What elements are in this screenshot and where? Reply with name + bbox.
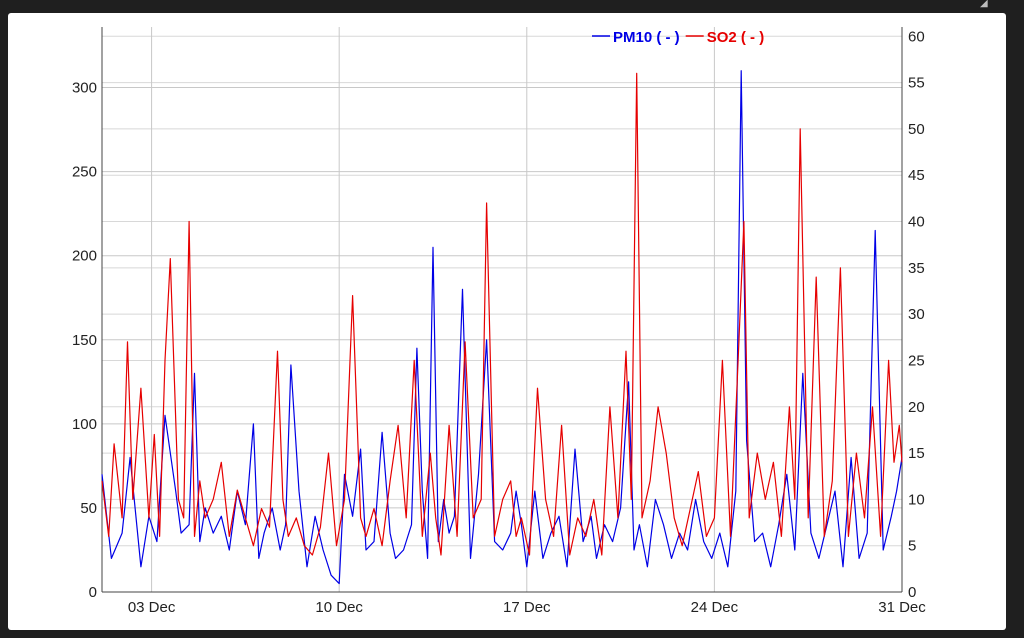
y-right-tick-label: 10 (908, 491, 925, 508)
y-right-tick-label: 50 (908, 121, 925, 138)
x-tick-label: 31 Dec (878, 599, 926, 616)
x-tick-label: 17 Dec (503, 599, 551, 616)
series-line-pm10 (101, 70, 903, 585)
legend-label: SO2 ( - ) (707, 29, 765, 46)
y-left-tick-label: 100 (72, 416, 97, 433)
y-left-tick-label: 300 (72, 80, 97, 97)
y-left-tick-label: 0 (89, 584, 97, 601)
y-right-tick-label: 45 (908, 167, 925, 184)
y-left-tick-label: 250 (72, 164, 97, 181)
y-right-tick-label: 15 (908, 445, 925, 462)
y-right-tick-label: 20 (908, 399, 925, 416)
y-right-tick-label: 60 (908, 28, 925, 45)
y-right-tick-label: 0 (908, 584, 916, 601)
y-right-tick-label: 55 (908, 75, 925, 92)
x-tick-label: 24 Dec (691, 599, 739, 616)
y-left-tick-label: 150 (72, 332, 97, 349)
x-tick-label: 10 Dec (315, 599, 363, 616)
axes (101, 27, 903, 593)
y-right-tick-label: 5 (908, 538, 916, 555)
legend-label: PM10 ( - ) (613, 29, 680, 46)
y-right-tick-label: 35 (908, 260, 925, 277)
chart-panel (8, 13, 1006, 630)
y-right-tick-label: 25 (908, 352, 925, 369)
y-right-tick-label: 30 (908, 306, 925, 323)
y-left-tick-label: 200 (72, 248, 97, 265)
series-lines (101, 70, 903, 585)
y-right-tick-label: 40 (908, 214, 925, 231)
series-line-so2 (101, 72, 903, 556)
resize-icon[interactable]: ◢ (980, 0, 988, 9)
legend: PM10 ( - ) SO2 ( - ) (592, 29, 764, 46)
tick-labels: 0 50 100 150 200 250 300 0 5 10 15 20 25 30 35 40 45 50 55… (72, 28, 926, 616)
x-tick-label: 03 Dec (128, 599, 176, 616)
y-left-tick-label: 50 (80, 500, 97, 517)
